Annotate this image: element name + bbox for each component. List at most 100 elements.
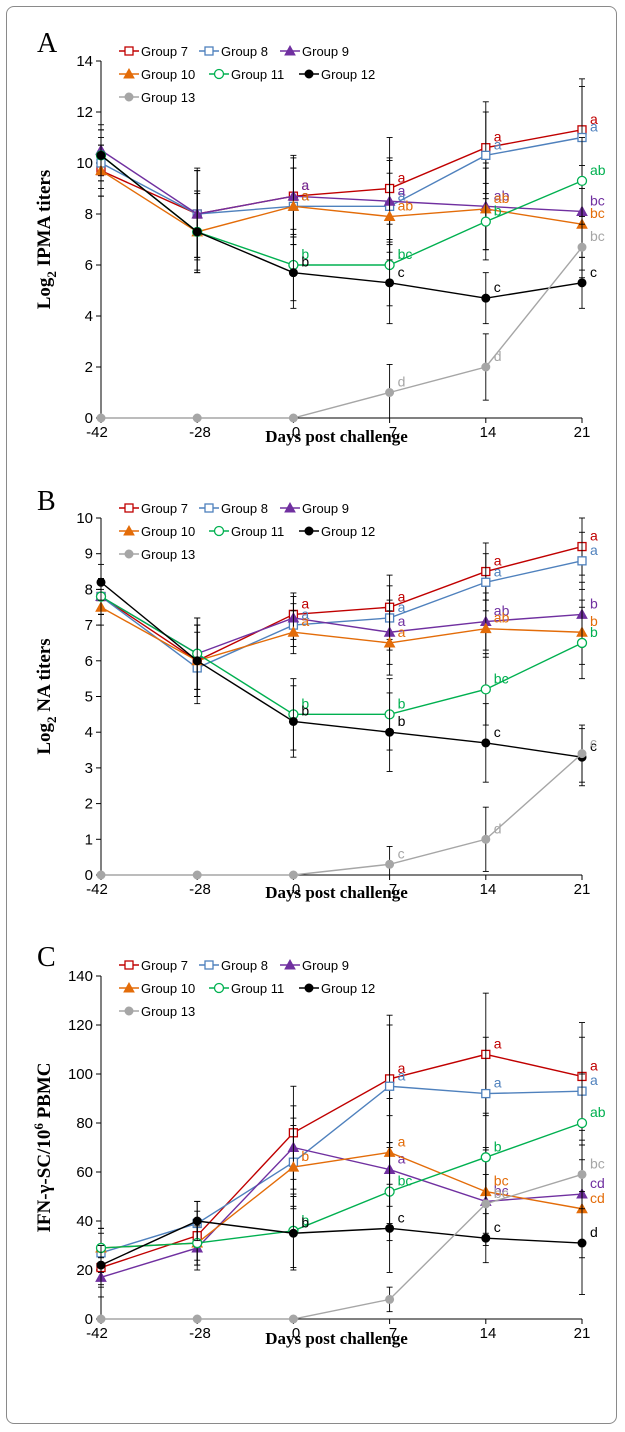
- data-point: [577, 1238, 587, 1248]
- legend: Group 7 Group 8 Group 9 Group 10 Group 11 Gro…: [119, 44, 375, 105]
- x-tick-label: 0: [292, 424, 300, 441]
- legend-marker: [284, 44, 296, 56]
- significance-letter: c: [494, 279, 501, 295]
- data-point: [577, 278, 587, 288]
- significance-letter: ab: [494, 187, 510, 203]
- panel-letter: B: [37, 486, 56, 517]
- y-tick-label: 10: [76, 155, 93, 172]
- significance-letter: a: [494, 1035, 502, 1051]
- series-line: [101, 1173, 583, 1320]
- series-line: [101, 753, 583, 876]
- significance-letter: b: [301, 1212, 309, 1228]
- data-point: [288, 1228, 298, 1238]
- x-tick-label: 21: [574, 881, 591, 898]
- y-tick-label: 6: [85, 257, 93, 274]
- significance-letter: d: [590, 1224, 598, 1240]
- data-point: [383, 210, 396, 222]
- data-point: [96, 577, 106, 587]
- legend-marker: [123, 67, 135, 79]
- y-tick-label: 120: [68, 1017, 93, 1034]
- y-axis-title-rest: NA titers: [34, 638, 55, 716]
- significance-letter: c: [494, 1219, 501, 1235]
- x-axis-title: Days post challenge: [265, 1329, 408, 1348]
- legend-label: Group 12: [321, 524, 375, 539]
- data-point: [481, 738, 491, 748]
- data-point: [576, 637, 588, 649]
- legend-label: Group 8: [221, 501, 268, 516]
- y-tick-label: 140: [68, 968, 93, 985]
- series-line: [100, 1053, 583, 1269]
- y-tick-label: 7: [85, 617, 93, 634]
- significance-letter: b: [301, 1148, 309, 1164]
- legend: Group 7 Group 8 Group 9 Group 10 Group 11 Gro…: [119, 958, 375, 1019]
- significance-letter: a: [398, 1151, 406, 1167]
- significance-letter: c: [398, 1209, 405, 1225]
- x-tick-label: -42: [86, 1325, 108, 1342]
- data-point: [481, 1233, 491, 1243]
- series-line: [100, 154, 583, 299]
- y-tick-label: 1: [85, 831, 93, 848]
- significance-letter: b: [301, 246, 309, 262]
- y-tick-label: 2: [85, 359, 93, 376]
- data-point: [576, 1117, 588, 1129]
- series-line: [100, 1146, 583, 1279]
- significance-letter: c: [590, 264, 597, 280]
- data-point: [385, 278, 395, 288]
- series-group-12: b bc c: [96, 563, 597, 787]
- legend-label: Group 12: [321, 67, 375, 82]
- legend-label: Group 11: [231, 981, 284, 996]
- significance-letter: a: [301, 606, 309, 622]
- data-point: [481, 362, 491, 372]
- significance-letter: a: [590, 542, 598, 558]
- y-axis-title-main: Log: [34, 277, 55, 309]
- series-line: [100, 560, 583, 669]
- significance-letter: b: [301, 1214, 309, 1230]
- legend-marker: [124, 1006, 134, 1016]
- data-point: [192, 227, 202, 237]
- significance-letter: cd: [590, 1175, 605, 1191]
- significance-letter: a: [398, 613, 406, 629]
- significance-letter: b: [590, 595, 598, 611]
- y-axis-title-sub: 2: [44, 716, 59, 723]
- data-point: [383, 636, 396, 648]
- significance-letter: bc: [494, 670, 509, 686]
- significance-letter: a: [494, 129, 502, 145]
- significance-letter: a: [301, 595, 309, 611]
- series-line: [100, 606, 583, 662]
- significance-letter: ab: [494, 603, 510, 619]
- significance-letter: bc: [590, 205, 605, 221]
- series-line: [101, 246, 583, 419]
- legend-marker: [284, 501, 296, 513]
- y-axis-title-rest: IPMA titers: [34, 170, 55, 271]
- data-point: [385, 388, 395, 397]
- y-tick-label: 12: [76, 104, 93, 121]
- legend-marker: [304, 69, 314, 79]
- data-point: [287, 1161, 300, 1172]
- y-axis-title-rest: PBMC: [34, 1062, 55, 1123]
- legend: Group 7 Group 8 Group 9 Group 10 Group 11 Gro…: [119, 501, 375, 562]
- significance-letter: ab: [590, 1104, 606, 1120]
- significance-letter: a: [398, 1060, 406, 1076]
- significance-letter: c: [590, 738, 597, 754]
- significance-letter: a: [590, 111, 598, 127]
- significance-letter: a: [301, 613, 309, 629]
- significance-letter: cd: [590, 1190, 605, 1206]
- significance-letter: a: [301, 187, 309, 203]
- significance-letter: ab: [398, 198, 414, 214]
- y-tick-label: 5: [85, 689, 93, 706]
- data-point: [192, 870, 202, 880]
- legend-label: Group 12: [321, 981, 375, 996]
- significance-letter: a: [398, 599, 406, 615]
- legend-marker: [204, 960, 214, 970]
- legend-label: Group 13: [141, 90, 195, 105]
- y-tick-label: 4: [85, 308, 93, 325]
- y-tick-label: 3: [85, 760, 93, 777]
- series-line: [100, 129, 583, 215]
- series-group-8: a a a: [96, 1024, 598, 1273]
- significance-letter: a: [301, 177, 309, 193]
- significance-letter: bc: [398, 1173, 413, 1189]
- series-line: [100, 136, 583, 215]
